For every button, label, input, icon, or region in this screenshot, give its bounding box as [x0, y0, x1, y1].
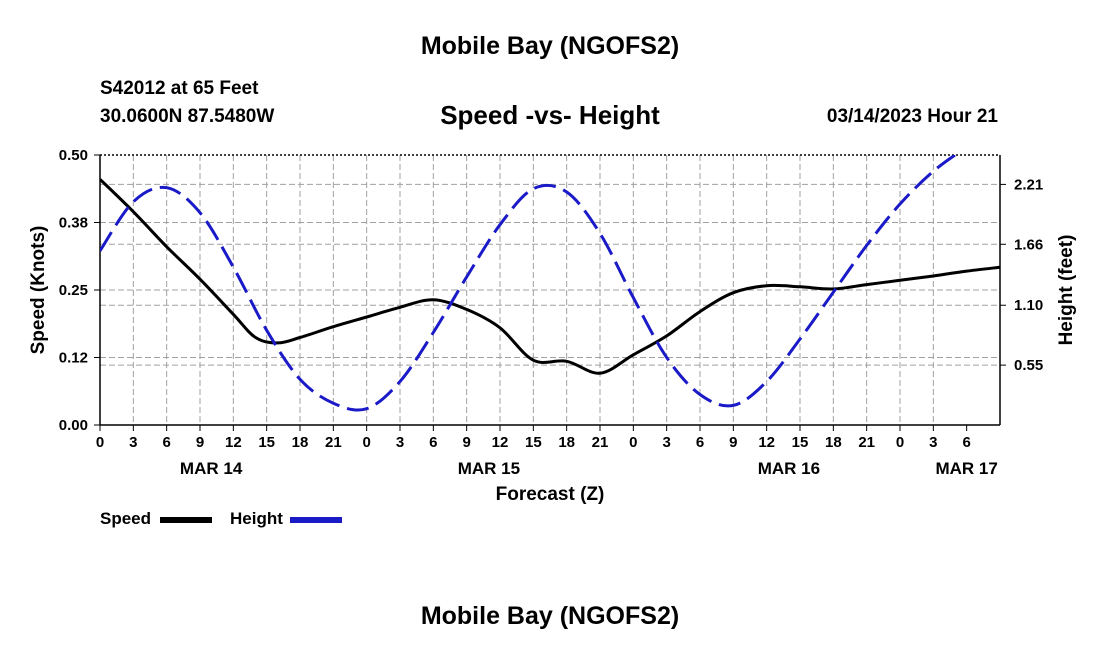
x-tick-label: 21 [858, 434, 875, 451]
coordinates-label: 30.0600N 87.5480W [100, 106, 275, 127]
speed-series-line [100, 178, 1000, 375]
legend-speed-swatch [160, 517, 212, 523]
x-tick-label: 12 [492, 434, 509, 451]
x-axis-title: Forecast (Z) [496, 484, 605, 505]
x-tick-label: 12 [225, 434, 242, 451]
station-label: S42012 at 65 Feet [100, 78, 259, 99]
x-tick-label: 6 [429, 434, 437, 451]
x-tick-label: 21 [592, 434, 609, 451]
footer-title: Mobile Bay (NGOFS2) [420, 602, 680, 630]
right-axis-title: Height (feet) [1056, 235, 1077, 346]
right-tick-label: 0.55 [1014, 357, 1043, 374]
left-tick-label: 0.00 [59, 417, 88, 434]
date-label: MAR 16 [758, 459, 820, 478]
legend-height-label: Height [230, 509, 283, 528]
x-tick-label: 6 [696, 434, 704, 451]
x-tick-label: 6 [962, 434, 970, 451]
x-tick-label: 12 [758, 434, 775, 451]
x-tick-label: 0 [896, 434, 904, 451]
main-title: Mobile Bay (NGOFS2) [420, 32, 680, 60]
date-label: MAR 15 [458, 459, 520, 478]
x-tick-label: 18 [292, 434, 309, 451]
legend-speed-label: Speed [100, 509, 152, 528]
x-tick-label: 21 [325, 434, 342, 451]
x-tick-label: 3 [396, 434, 404, 451]
x-tick-label: 0 [629, 434, 637, 451]
left-tick-label: 0.50 [59, 147, 88, 164]
height-series-line [100, 155, 958, 412]
x-tick-label: 9 [196, 434, 204, 451]
x-tick-label: 15 [792, 434, 809, 451]
date-label: MAR 17 [935, 459, 997, 478]
x-tick-label: 3 [929, 434, 937, 451]
left-tick-label: 0.38 [59, 215, 88, 232]
x-tick-label: 3 [662, 434, 670, 451]
x-tick-label: 0 [96, 434, 104, 451]
right-tick-label: 1.66 [1014, 236, 1043, 253]
x-tick-label: 15 [258, 434, 275, 451]
left-tick-label: 0.25 [59, 282, 88, 299]
x-tick-label: 6 [162, 434, 170, 451]
x-tick-label: 9 [729, 434, 737, 451]
x-tick-label: 3 [129, 434, 137, 451]
right-tick-label: 1.10 [1014, 297, 1043, 314]
chart-subtitle: Speed -vs- Height [440, 100, 660, 130]
x-tick-label: 15 [525, 434, 542, 451]
right-tick-label: 2.21 [1014, 176, 1043, 193]
datetime-label: 03/14/2023 Hour 21 [826, 106, 998, 127]
x-tick-label: 18 [825, 434, 842, 451]
left-tick-label: 0.12 [59, 350, 88, 367]
legend-height-swatch [290, 517, 342, 523]
left-axis-title: Speed (Knots) [28, 226, 49, 355]
x-tick-label: 0 [362, 434, 370, 451]
date-label: MAR 14 [180, 459, 243, 478]
x-tick-label: 9 [462, 434, 470, 451]
x-tick-label: 18 [558, 434, 575, 451]
